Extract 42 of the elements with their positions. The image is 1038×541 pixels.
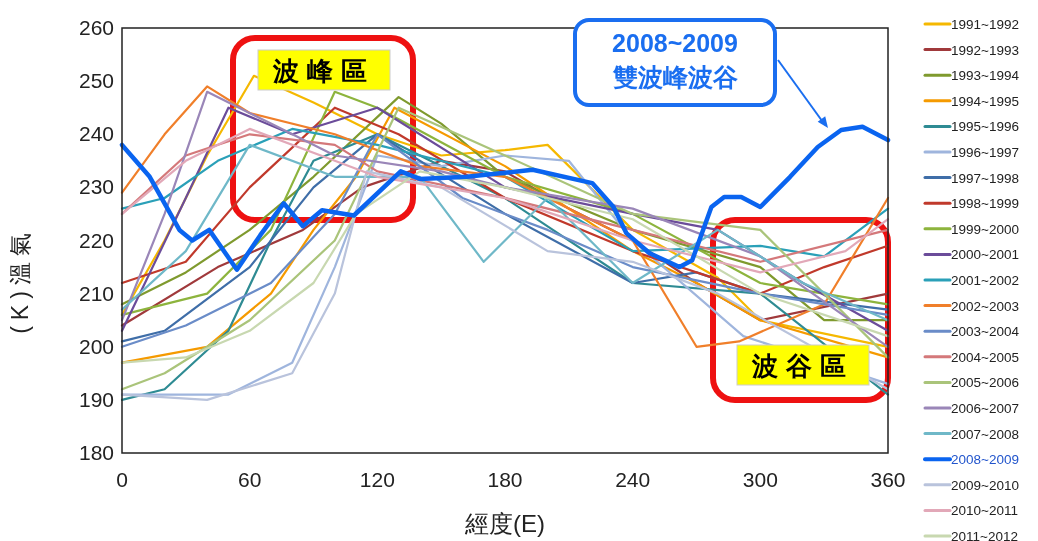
y-tick-label: 190 xyxy=(78,387,114,411)
legend-label: 2003~2004 xyxy=(951,324,1020,340)
x-tick-label: 240 xyxy=(615,468,651,491)
legend-label: 2000~2001 xyxy=(951,247,1019,263)
y-tick-label: 220 xyxy=(78,228,114,252)
legend-label: 2002~2003 xyxy=(951,298,1019,314)
legend-label: 2011~2012 xyxy=(951,529,1018,541)
legend-label: 2004~2005 xyxy=(951,349,1019,365)
legend-label: 1991~1992 xyxy=(951,17,1019,32)
x-tick-label: 120 xyxy=(359,468,395,491)
legend-label: 1999~2000 xyxy=(951,221,1019,237)
legend-label: 2008~2009 xyxy=(951,452,1019,468)
x-tick-label: 60 xyxy=(237,468,262,491)
legend-label: 1998~1999 xyxy=(951,196,1019,212)
legend-label: 1996~1997 xyxy=(951,145,1019,160)
y-tick-label: 180 xyxy=(78,441,114,464)
legend-label: 2007~2008 xyxy=(951,426,1019,442)
legend-label: 1995~1996 xyxy=(951,119,1019,135)
legend-label: 2010~2011 xyxy=(951,503,1018,519)
y-tick-label: 260 xyxy=(78,16,114,39)
y-axis-title: (K)溫氣 xyxy=(7,227,33,334)
x-tick-label: 360 xyxy=(870,468,906,491)
x-tick-label: 0 xyxy=(116,468,128,491)
legend-label: 2001~2002 xyxy=(951,273,1019,288)
x-tick-label: 300 xyxy=(742,468,778,491)
legend-label: 1994~1995 xyxy=(951,93,1019,109)
legend-label: 1992~1993 xyxy=(951,42,1019,58)
x-tick-label: 180 xyxy=(487,468,523,491)
y-tick-label: 200 xyxy=(78,334,114,358)
y-tick-label: 210 xyxy=(78,281,114,305)
y-tick-label: 250 xyxy=(78,69,114,93)
legend-label: 1993~1994 xyxy=(951,68,1020,84)
annotation: 波谷區 xyxy=(751,351,854,381)
x-axis-title: 經度(E) xyxy=(464,510,545,537)
legend-label: 2009~2010 xyxy=(951,477,1019,493)
legend-label: 2006~2007 xyxy=(951,401,1019,416)
legend-label: 2005~2006 xyxy=(951,375,1019,391)
annotation: 波峰區 xyxy=(272,56,375,86)
legend-label: 1997~1998 xyxy=(951,170,1019,186)
annotation: 2008~2009 雙波峰波谷 xyxy=(611,29,738,91)
y-tick-label: 230 xyxy=(78,175,114,199)
y-tick-label: 240 xyxy=(78,122,114,146)
